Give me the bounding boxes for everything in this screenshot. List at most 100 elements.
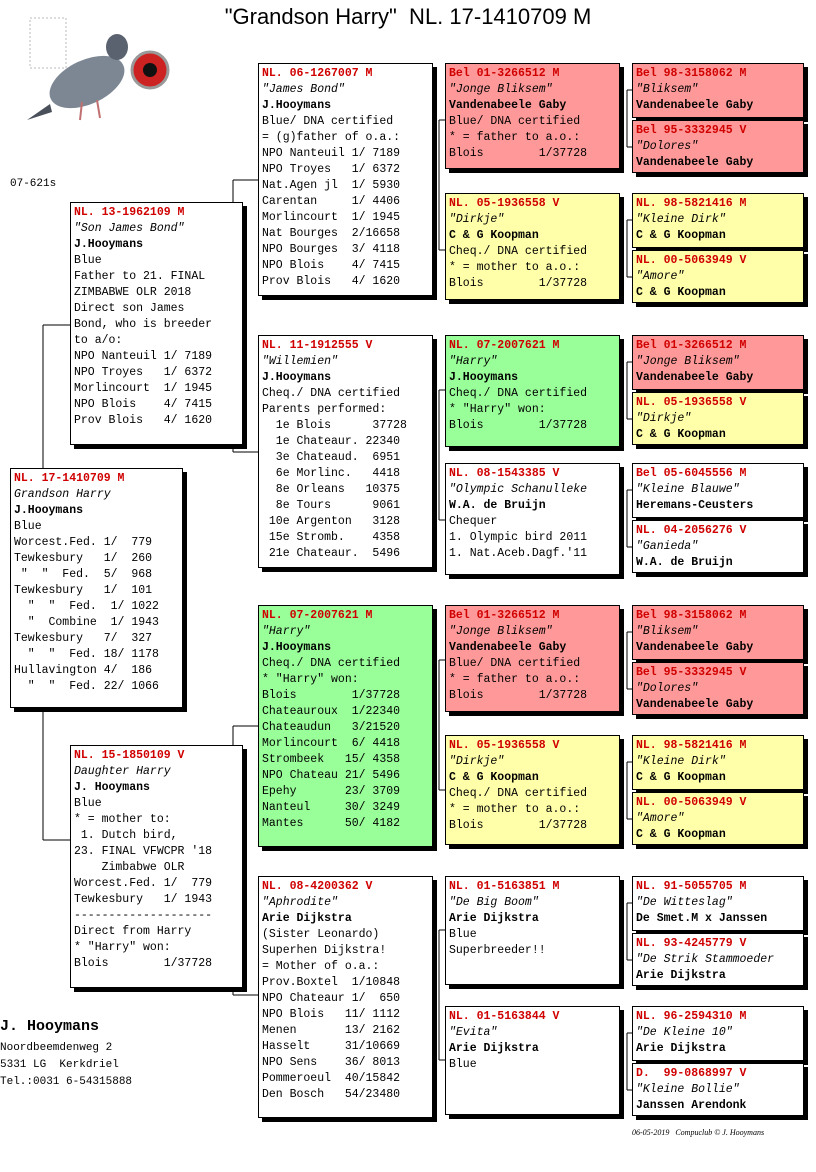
ring-number: NL. 98-5821416 M: [636, 739, 747, 752]
address-line: Tel.:0031 6-54315888: [0, 1076, 133, 1088]
breeder: C & G Koopman: [636, 828, 726, 841]
breeder: Heremans-Ceusters: [636, 499, 754, 512]
footer: 06-05-2019 Compuclub © J. Hooymans: [632, 1128, 765, 1137]
info-line: NPO Troyes 1/ 6372: [74, 366, 213, 379]
bird-name: Daughter Harry: [74, 765, 171, 778]
bird-name: "Jonge Bliksem": [449, 83, 553, 96]
bird-name: "Harry": [262, 625, 311, 638]
info-line: Blue: [14, 520, 42, 533]
info-line: Zimbabwe OLR: [74, 861, 185, 874]
breeder: J.Hooymans: [74, 238, 144, 251]
pedigree-box: NL. 00-5063949 V "Amore" C & G Koopman: [632, 792, 804, 845]
info-line: NPO Nanteuil 1/ 7189: [262, 147, 401, 160]
pedigree-box: Bel 98-3158062 M "Bliksem" Vandenabeele Ga…: [632, 63, 804, 118]
ring-number: NL. 91-5055705 M: [636, 880, 747, 893]
breeder: J. Hooymans: [74, 781, 150, 794]
breeder: C & G Koopman: [636, 286, 726, 299]
info-line: Tewkesbury 1/ 101: [14, 584, 153, 597]
ring-number: NL. 96-2594310 M: [636, 1010, 747, 1023]
breeder: C & G Koopman: [636, 771, 726, 784]
info-line: Cheq./ DNA certified: [449, 245, 588, 258]
info-line: NPO Blois 4/ 7415: [74, 398, 213, 411]
pedigree-box: NL. 00-5063949 V "Amore" C & G Koopman: [632, 250, 804, 303]
info-line: Cheq./ DNA certified: [449, 387, 588, 400]
info-line: " " Fed. 18/ 1178: [14, 648, 159, 661]
bird-name: "De Kleine 10": [636, 1026, 733, 1039]
info-line: * "Harry" won:: [74, 941, 171, 954]
ring-number: NL. 15-1850109 V: [74, 749, 185, 762]
breeder: Vandenabeele Gaby: [636, 156, 754, 169]
info-line: Superbreeder!!: [449, 944, 546, 957]
info-line: * = mother to a.o.:: [449, 261, 581, 274]
breeder: Vandenabeele Gaby: [449, 99, 567, 112]
info-line: Strombeek 15/ 4358: [262, 753, 401, 766]
info-line: 15e Stromb. 4358: [262, 531, 401, 544]
info-line: Nat Bourges 2/16658: [262, 227, 401, 240]
bird-name: "Jonge Bliksem": [449, 625, 553, 638]
breeder: J.Hooymans: [262, 99, 332, 112]
pedigree-box: NL. 91-5055705 M "De Witteslag" De Smet.M …: [632, 876, 804, 931]
ring-number: NL. 08-1543385 V: [449, 467, 560, 480]
ring-number: Bel 01-3266512 M: [636, 339, 747, 352]
bird-name: Grandson Harry: [14, 488, 111, 501]
info-line: 8e Tours 9061: [262, 499, 401, 512]
pedigree-box: NL. 05-1936558 V "Dirkje" C & G Koopman Che…: [445, 193, 620, 300]
pedigree-box: NL. 07-2007621 M "Harry" J.Hooymans Cheq./ …: [445, 335, 620, 447]
ring-number: Bel 98-3158062 M: [636, 67, 747, 80]
bird-name: "Olympic Schanulleke: [449, 483, 588, 496]
info-line: NPO Bourges 3/ 4118: [262, 243, 401, 256]
bird-name: "Willemien": [262, 355, 338, 368]
info-line: Worcest.Fed. 1/ 779: [74, 877, 213, 890]
info-line: Blois 1/37728: [74, 957, 213, 970]
ring-number: Bel 05-6045556 M: [636, 467, 747, 480]
breeder: Vandenabeele Gaby: [636, 698, 754, 711]
info-line: NPO Chateaur 1/ 650: [262, 992, 401, 1005]
bird-name: "Harry": [449, 355, 498, 368]
info-line: Parents performed:: [262, 403, 387, 416]
bird-name: "James Bond": [262, 83, 345, 96]
info-line: NPO Blois 4/ 7415: [262, 259, 401, 272]
info-line: NPO Blois 11/ 1112: [262, 1008, 401, 1021]
info-line: " " Fed. 22/ 1066: [14, 680, 159, 693]
pedigree-box: NL. 04-2056276 V "Ganieda" W.A. de Bruijn: [632, 520, 804, 573]
pedigree-box: Bel 98-3158062 M "Bliksem" Vandenabeele Ga…: [632, 605, 804, 660]
breeder: J.Hooymans: [262, 371, 332, 384]
pedigree-box: Bel 05-6045556 M "Kleine Blauwe" Heremans-…: [632, 463, 804, 518]
logo: [27, 17, 170, 121]
bird-name: "Dirkje": [636, 412, 692, 425]
info-line: 3e Chateaud. 6951: [262, 451, 401, 464]
bird-name: "De Strik Stammoeder: [636, 953, 775, 966]
info-line: Epehy 23/ 3709: [262, 785, 401, 798]
info-line: Blue: [449, 928, 477, 941]
ring-number: NL. 17-1410709 M: [14, 472, 125, 485]
breeder: Vandenabeele Gaby: [636, 641, 754, 654]
info-line: = Mother of o.a.:: [262, 960, 380, 973]
ring-number: NL. 01-5163844 V: [449, 1010, 560, 1023]
info-line: 8e Orleans 10375: [262, 483, 401, 496]
ring-number: NL. 11-1912555 V: [262, 339, 373, 352]
bird-name: "Kleine Dirk": [636, 213, 726, 226]
info-line: Prov.Boxtel 1/10848: [262, 976, 401, 989]
info-line: (Sister Leonardo): [262, 928, 380, 941]
ring-number: NL. 04-2056276 V: [636, 524, 747, 537]
info-line: 23. FINAL VFWCPR '18: [74, 845, 213, 858]
info-line: Cheq./ DNA certified: [449, 787, 588, 800]
info-line: Hasselt 31/10669: [262, 1040, 401, 1053]
info-line: * = mother to:: [74, 813, 171, 826]
info-line: Superhen Dijkstra!: [262, 944, 387, 957]
breeder: Janssen Arendonk: [636, 1099, 747, 1112]
info-line: Direct from Harry: [74, 925, 192, 938]
info-line: NPO Troyes 1/ 6372: [262, 163, 401, 176]
info-line: Prov Blois 4/ 1620: [262, 275, 401, 288]
info-line: 1e Blois 37728: [262, 419, 407, 432]
info-line: " Combine 1/ 1943: [14, 616, 159, 629]
info-line: ZIMBABWE OLR 2018: [74, 286, 192, 299]
breeder: Vandenabeele Gaby: [636, 371, 754, 384]
pedigree-box: Bel 95-3332945 V "Dolores" Vandenabeele Ga…: [632, 120, 804, 173]
breeder: J.Hooymans: [449, 371, 519, 384]
info-line: * "Harry" won:: [262, 673, 359, 686]
bird-name: "Amore": [636, 812, 685, 825]
pedigree-box: NL. 08-4200362 V "Aphrodite" Arie Dijkstra…: [258, 876, 433, 1118]
